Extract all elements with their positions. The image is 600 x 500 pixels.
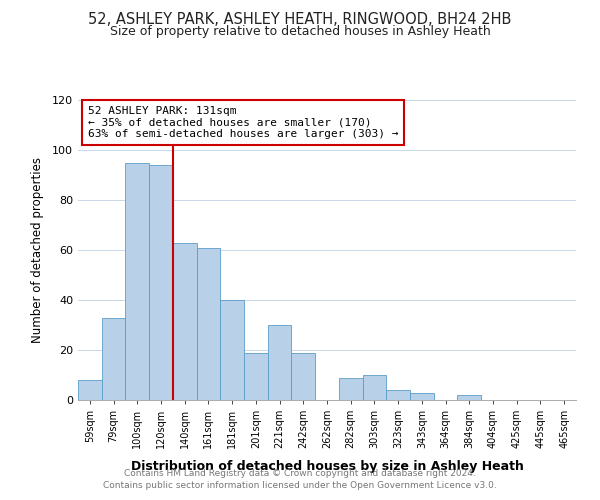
Text: Contains public sector information licensed under the Open Government Licence v3: Contains public sector information licen…	[103, 481, 497, 490]
Bar	[339, 378, 362, 400]
Bar	[220, 300, 244, 400]
Bar	[268, 325, 292, 400]
Bar	[173, 242, 197, 400]
Bar	[125, 162, 149, 400]
Bar	[410, 392, 434, 400]
Text: 52, ASHLEY PARK, ASHLEY HEATH, RINGWOOD, BH24 2HB: 52, ASHLEY PARK, ASHLEY HEATH, RINGWOOD,…	[88, 12, 512, 28]
Y-axis label: Number of detached properties: Number of detached properties	[31, 157, 44, 343]
Bar	[149, 165, 173, 400]
Text: Size of property relative to detached houses in Ashley Heath: Size of property relative to detached ho…	[110, 25, 490, 38]
X-axis label: Distribution of detached houses by size in Ashley Heath: Distribution of detached houses by size …	[131, 460, 523, 472]
Bar	[244, 352, 268, 400]
Bar	[102, 318, 125, 400]
Bar	[292, 352, 315, 400]
Bar	[78, 380, 102, 400]
Bar	[197, 248, 220, 400]
Text: 52 ASHLEY PARK: 131sqm
← 35% of detached houses are smaller (170)
63% of semi-de: 52 ASHLEY PARK: 131sqm ← 35% of detached…	[88, 106, 398, 139]
Text: Contains HM Land Registry data © Crown copyright and database right 2024.: Contains HM Land Registry data © Crown c…	[124, 468, 476, 477]
Bar	[362, 375, 386, 400]
Bar	[386, 390, 410, 400]
Bar	[457, 395, 481, 400]
